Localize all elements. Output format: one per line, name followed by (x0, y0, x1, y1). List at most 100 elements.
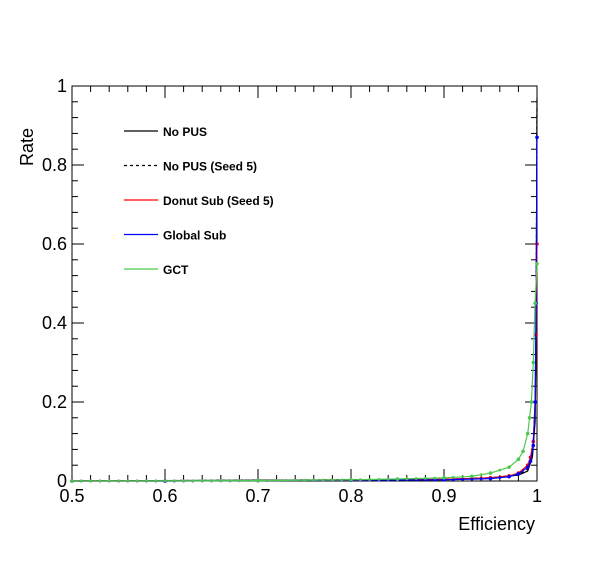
data-point (359, 478, 362, 481)
data-point (238, 479, 241, 482)
legend-label: Donut Sub (Seed 5) (163, 194, 274, 208)
data-point (531, 444, 535, 448)
x-tick-label: 0.7 (245, 486, 270, 506)
data-point (164, 479, 167, 482)
y-tick-labels: 0 0.2 0.4 0.6 0.8 1 (42, 76, 67, 491)
data-point (415, 477, 418, 480)
legend-item-3: Global Sub (124, 229, 226, 243)
data-point (285, 479, 288, 482)
y-tick-label: 0 (57, 471, 67, 491)
data-point (368, 478, 371, 481)
data-point (526, 465, 530, 469)
data-point (452, 476, 455, 479)
plot-frame (72, 86, 537, 481)
data-point (99, 480, 102, 483)
y-tick-label: 0.6 (42, 234, 67, 254)
data-point (507, 465, 511, 469)
data-point (350, 478, 353, 481)
series-line (72, 137, 537, 481)
data-point (322, 479, 325, 482)
data-point (173, 479, 176, 482)
data-point (480, 477, 483, 480)
legend-label: GCT (163, 263, 189, 277)
data-point (303, 479, 306, 482)
data-point (396, 478, 399, 481)
data-point (489, 472, 492, 475)
legend: No PUS No PUS (Seed 5) Donut Sub (Seed 5) G… (124, 125, 274, 277)
series-2 (70, 242, 539, 483)
x-tick-label: 0.9 (431, 486, 456, 506)
legend-item-0: No PUS (124, 125, 207, 139)
series-line (72, 244, 537, 481)
series-group (70, 98, 539, 483)
data-point (80, 480, 83, 483)
y-axis-title: Rate (17, 128, 37, 166)
series-1 (72, 106, 537, 481)
x-tick-label: 0.8 (338, 486, 363, 506)
data-point (340, 478, 343, 481)
data-point (229, 479, 232, 482)
data-point (471, 475, 474, 478)
series-3 (70, 136, 539, 483)
data-point (192, 479, 195, 482)
data-point (89, 480, 92, 483)
legend-label: No PUS (163, 125, 207, 139)
data-point (489, 477, 492, 480)
data-point (528, 416, 532, 420)
data-point (433, 477, 436, 480)
data-point (533, 400, 537, 404)
data-point (461, 478, 464, 481)
data-point (405, 477, 408, 480)
axis-ticks (72, 86, 537, 481)
data-point (378, 478, 381, 481)
x-tick-label: 0.6 (152, 486, 177, 506)
y-tick-label: 0.4 (42, 313, 67, 333)
series-0 (72, 98, 537, 481)
data-point (117, 480, 120, 483)
y-tick-label: 0.2 (42, 392, 67, 412)
x-axis-title: Efficiency (458, 514, 535, 534)
data-point (530, 400, 534, 404)
data-point (443, 476, 446, 479)
data-point (210, 479, 213, 482)
data-point (424, 477, 427, 480)
data-point (71, 480, 74, 483)
data-point (471, 478, 474, 481)
data-point (136, 479, 139, 482)
series-line (72, 98, 537, 481)
data-point (108, 480, 111, 483)
data-point (521, 450, 525, 454)
data-point (201, 479, 204, 482)
data-point (257, 479, 260, 482)
legend-item-2: Donut Sub (Seed 5) (124, 194, 274, 208)
x-tick-label: 1 (532, 486, 542, 506)
data-point (294, 479, 297, 482)
data-point (145, 479, 148, 482)
data-point (517, 472, 521, 476)
data-point (498, 469, 501, 472)
data-point (535, 262, 539, 266)
legend-item-1: No PUS (Seed 5) (124, 160, 257, 174)
x-tick-labels: 0.5 0.6 0.7 0.8 0.9 1 (59, 486, 542, 506)
data-point (312, 479, 315, 482)
data-point (387, 478, 390, 481)
data-point (529, 459, 533, 463)
data-point (126, 479, 129, 482)
series-line (72, 264, 537, 481)
data-point (275, 479, 278, 482)
data-point (533, 301, 537, 305)
y-tick-label: 0.8 (42, 155, 67, 175)
data-point (517, 457, 521, 461)
data-point (247, 479, 250, 482)
data-point (266, 479, 269, 482)
series-line (72, 106, 537, 481)
data-point (154, 479, 157, 482)
y-tick-label: 1 (57, 76, 67, 96)
legend-label: Global Sub (163, 229, 226, 243)
legend-item-4: GCT (124, 263, 189, 277)
data-point (526, 432, 530, 436)
data-point (331, 479, 334, 482)
data-point (535, 136, 539, 140)
data-point (498, 476, 501, 479)
